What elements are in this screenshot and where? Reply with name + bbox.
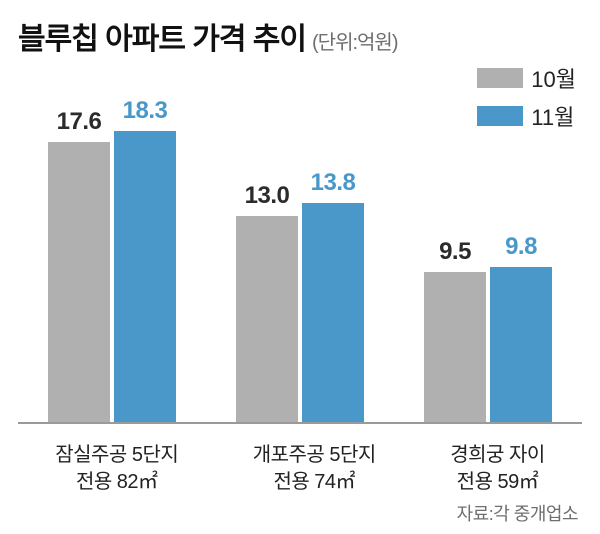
bar-wrap-0-nov: 18.3 bbox=[114, 97, 176, 424]
xlabel-2: 경희궁 자이 전용 59㎡ bbox=[450, 442, 545, 496]
chart-unit: (단위:억원) bbox=[312, 26, 397, 55]
bar-value-1-nov: 13.8 bbox=[311, 169, 356, 197]
bar-wrap-0-oct: 17.6 bbox=[48, 108, 110, 424]
bar-0-oct bbox=[48, 142, 110, 424]
bar-2-oct bbox=[424, 272, 486, 424]
bar-0-nov bbox=[114, 131, 176, 424]
bar-2-nov bbox=[490, 267, 552, 424]
x-axis-labels: 잠실주공 5단지 전용 82㎡ 개포주공 5단지 전용 74㎡ 경희궁 자이 전… bbox=[18, 442, 582, 496]
bar-value-1-oct: 13.0 bbox=[245, 182, 290, 210]
bar-group-1: 13.0 13.8 bbox=[236, 169, 364, 424]
bar-value-2-nov: 9.8 bbox=[505, 233, 537, 261]
xlabel-0: 잠실주공 5단지 전용 82㎡ bbox=[55, 442, 178, 496]
chart-title: 블루칩 아파트 가격 추이 bbox=[18, 14, 306, 58]
bar-wrap-2-oct: 9.5 bbox=[424, 238, 486, 424]
bar-wrap-2-nov: 9.8 bbox=[490, 233, 552, 424]
xlabel-1: 개포주공 5단지 전용 74㎡ bbox=[253, 442, 376, 496]
chart-source: 자료:각 중개업소 bbox=[457, 500, 578, 526]
bar-wrap-1-oct: 13.0 bbox=[236, 182, 298, 424]
chart-baseline bbox=[18, 422, 582, 424]
bar-group-2: 9.5 9.8 bbox=[424, 233, 552, 424]
bar-value-0-nov: 18.3 bbox=[123, 97, 168, 125]
bar-group-0: 17.6 18.3 bbox=[48, 97, 176, 424]
bar-groups: 17.6 18.3 13.0 13.8 9.5 bbox=[18, 60, 582, 424]
bar-value-2-oct: 9.5 bbox=[439, 238, 471, 266]
bar-1-nov bbox=[302, 203, 364, 424]
chart-area: 17.6 18.3 13.0 13.8 9.5 bbox=[18, 60, 582, 424]
bar-wrap-1-nov: 13.8 bbox=[302, 169, 364, 424]
bar-1-oct bbox=[236, 216, 298, 424]
bar-value-0-oct: 17.6 bbox=[57, 108, 102, 136]
title-row: 블루칩 아파트 가격 추이 (단위:억원) bbox=[18, 14, 582, 58]
